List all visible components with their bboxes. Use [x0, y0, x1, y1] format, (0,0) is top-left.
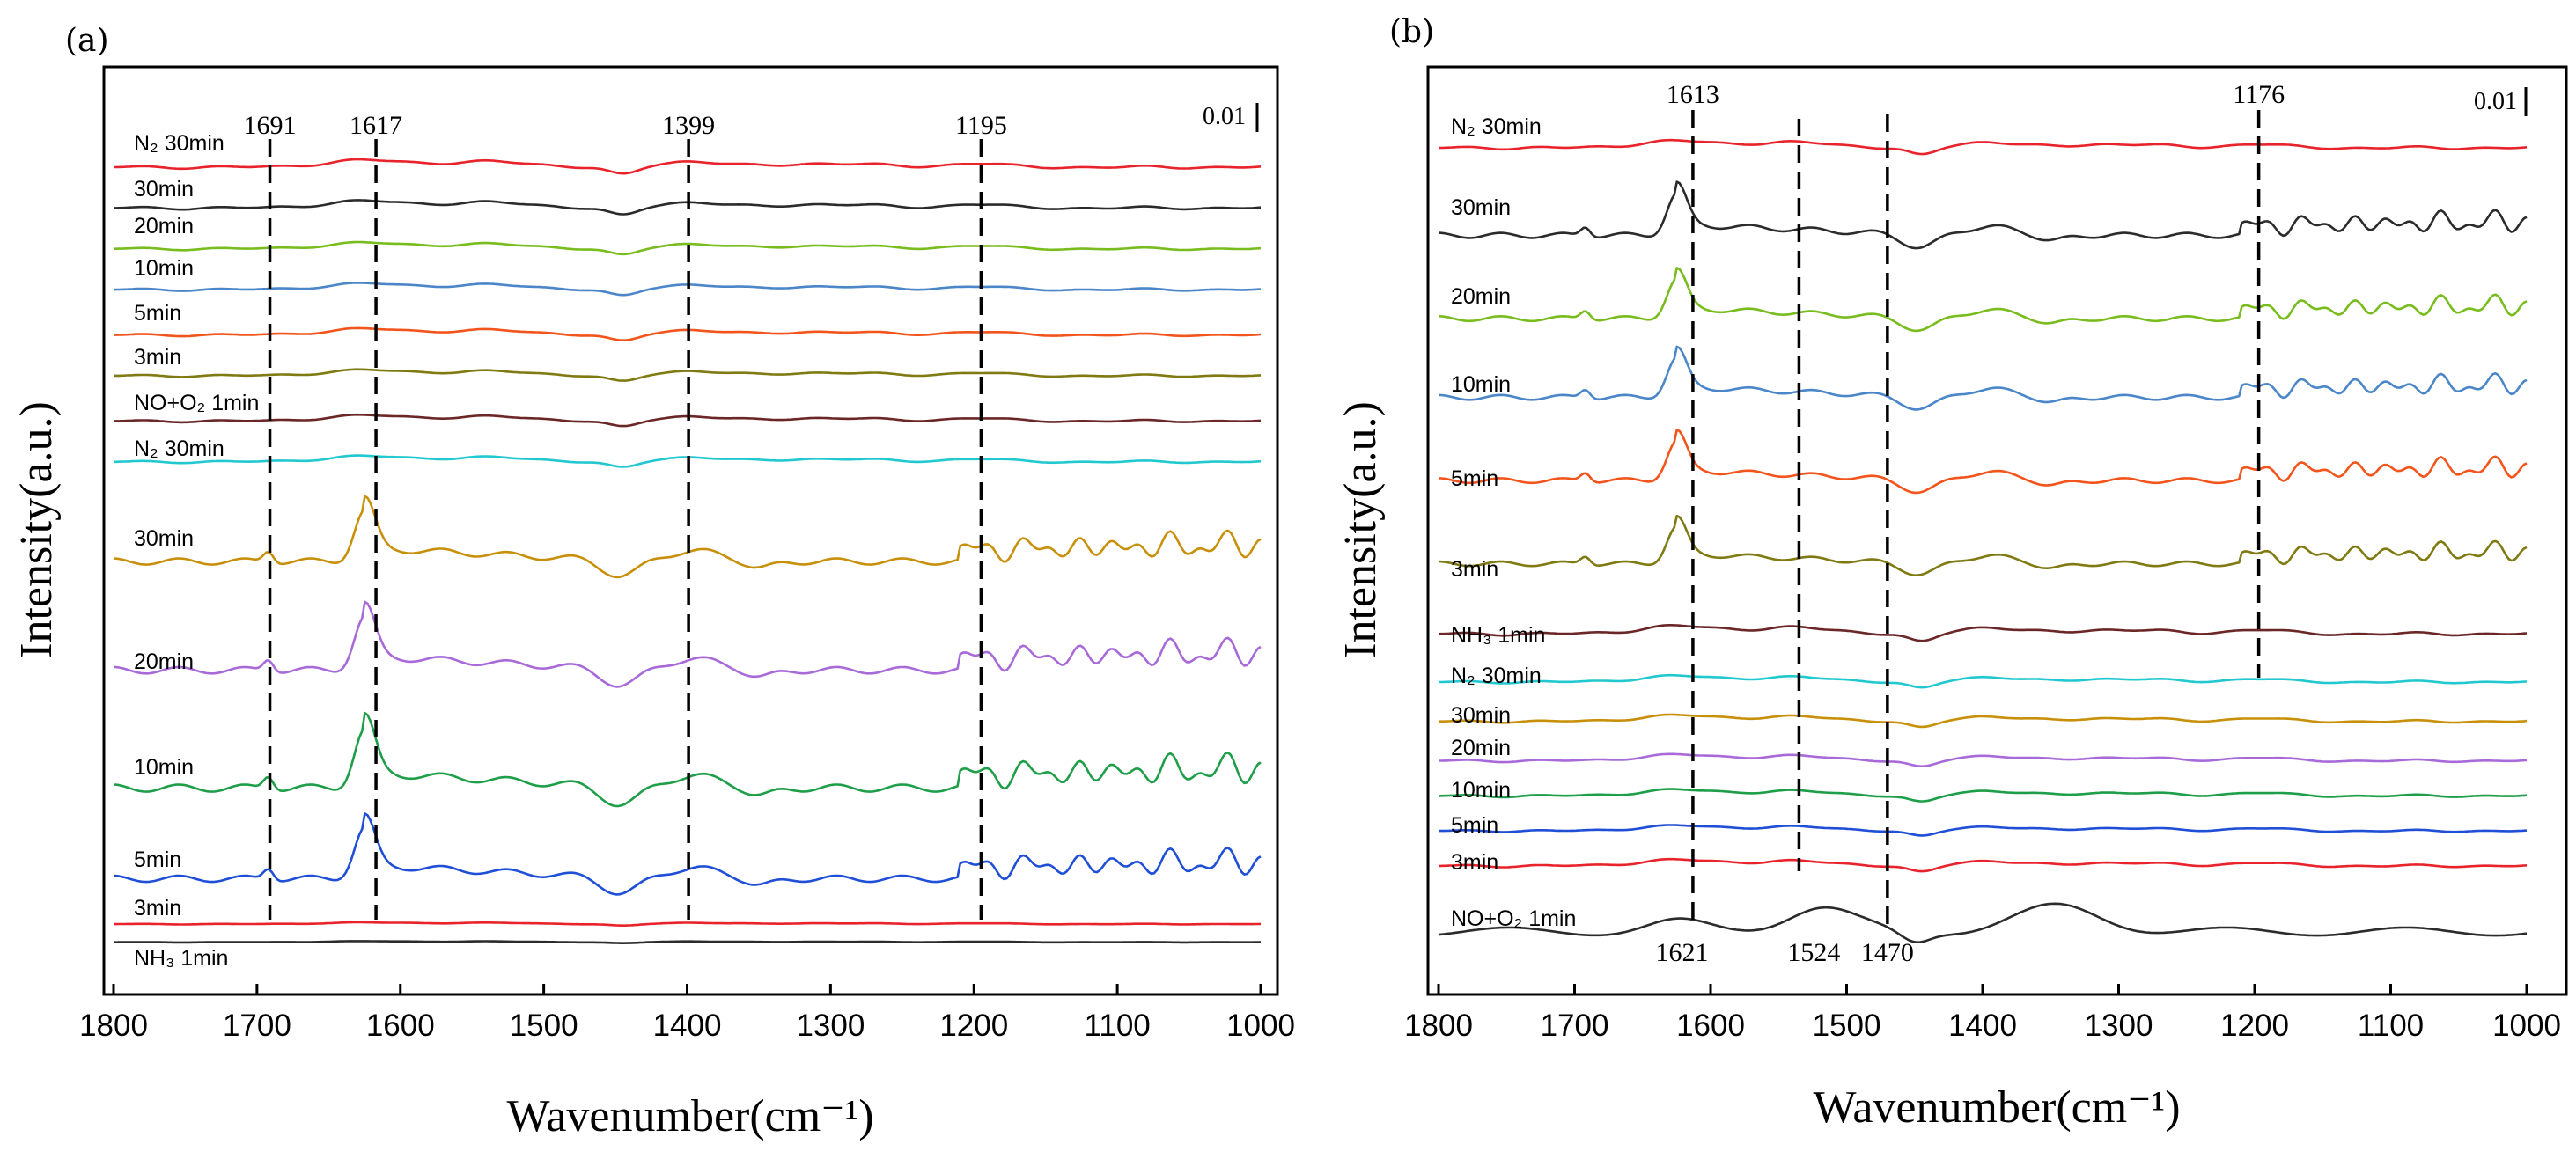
panel-b-series-label: NH₃ 1min [1451, 623, 1545, 648]
panel-b-series-label: 30min [1451, 195, 1511, 220]
panel-b-series-label: 30min [1451, 703, 1511, 728]
panel-a-series-label: N₂ 30min [134, 436, 224, 461]
panel-a-x-tick-label: 1300 [796, 1009, 865, 1043]
panel-a-x-tick-label: 1700 [223, 1009, 291, 1043]
panel-a-peak-label: 1617 [350, 111, 402, 140]
panel-b-series-line [1439, 788, 2528, 803]
panel-b-peak-label: 1613 [1667, 80, 1719, 109]
panel-a-x-tick-label: 1600 [366, 1009, 435, 1043]
panel-b-x-tick-label: 1000 [2492, 1009, 2561, 1043]
panel-b-x-tick-label: 1600 [1676, 1009, 1745, 1043]
panel-b-x-tick-label: 1400 [1948, 1009, 2017, 1043]
panel-b-series-label: 10min [1451, 778, 1511, 803]
panel-b-series-line [1439, 138, 2528, 156]
panel-a-x-tick-label: 1000 [1226, 1009, 1295, 1043]
panel-b-series-label: NO+O₂ 1min [1451, 906, 1576, 931]
panel-b-series-label: 5min [1451, 466, 1498, 491]
panel-a-series-label: 30min [134, 526, 194, 551]
panel-b-scale-label: 0.01 [2474, 88, 2517, 115]
panel-a-series-line [113, 600, 1262, 688]
panel-a-peak-label: 1399 [662, 111, 715, 140]
panel-a-plot-frame [102, 65, 1279, 996]
panel-b-x-tick-label: 1100 [2358, 1009, 2424, 1043]
panel-b-series-label: N₂ 30min [1451, 114, 1542, 139]
panel-a-x-tick-label: 1500 [510, 1009, 578, 1043]
panel-a-series-label: 5min [134, 847, 181, 872]
panel-b-series-line [1439, 857, 2528, 873]
panel-b-label: (b) [1389, 14, 1434, 50]
panel-b-x-tick-label: 1800 [1404, 1009, 1473, 1043]
panel-a-x-tick-label: 1400 [653, 1009, 722, 1043]
panel-a-series-label: 20min [134, 649, 194, 674]
panel-b-series-label: N₂ 30min [1451, 664, 1542, 688]
panel-b-peak-label: 1470 [1861, 938, 1914, 967]
panel-b: (b) Intensity(a.u.) Wavenumber(cm⁻¹) 0.0… [1336, 14, 2568, 1133]
panel-a-x-tick-label: 1100 [1084, 1009, 1150, 1043]
panel-a-series-label: 3min [134, 345, 181, 370]
panel-b-x-tick-label: 1500 [1813, 1009, 1881, 1043]
panel-b-series-line [1439, 624, 2528, 642]
panel-b-series-line [1438, 514, 2528, 576]
panel-a-x-tick-label: 1800 [79, 1009, 148, 1043]
panel-a-peak-label: 1691 [244, 111, 297, 140]
panel-a-series-line [114, 240, 1262, 256]
panel-b-x-tick-label: 1200 [2220, 1009, 2289, 1043]
panel-a: (a) Intensity(a.u.) Wavenumber(cm⁻¹) 0.0… [11, 23, 1295, 1141]
panel-a-series-label: N₂ 30min [134, 131, 224, 156]
panel-b-series-label: 20min [1451, 736, 1511, 760]
panel-a-scale-label: 0.01 [1203, 103, 1246, 130]
panel-b-series-line [1438, 180, 2528, 250]
panel-b-series-line [1439, 824, 2528, 837]
panel-b-series-line [1438, 429, 2528, 495]
panel-a-y-axis-title: Intensity(a.u.) [11, 401, 62, 658]
panel-a-series-label: 10min [134, 755, 194, 780]
panel-b-series-line [1439, 713, 2528, 729]
panel-b-series-line [1438, 345, 2528, 411]
panel-a-series-label: 10min [134, 256, 194, 281]
panel-b-x-axis-title: Wavenumber(cm⁻¹) [1813, 1082, 2180, 1133]
panel-a-series-label: NH₃ 1min [134, 946, 228, 971]
panel-b-x-tick-label: 1300 [2085, 1009, 2153, 1043]
panel-b-peak-label: 1176 [2233, 80, 2285, 109]
panel-b-series-line [1438, 902, 2528, 943]
panel-a-series-label: 30min [134, 177, 194, 202]
panel-b-series-label: 10min [1451, 372, 1511, 397]
panel-a-series-line [114, 940, 1261, 944]
panel-a-x-tick-label: 1200 [939, 1009, 1008, 1043]
panel-b-peak-label: 1621 [1656, 938, 1709, 967]
panel-a-peak-label: 1195 [955, 111, 1007, 140]
panel-a-label: (a) [65, 23, 109, 59]
panel-b-peak-label: 1524 [1787, 938, 1840, 967]
panel-a-x-axis-title: Wavenumber(cm⁻¹) [506, 1091, 873, 1141]
panel-b-series-line [1438, 267, 2528, 333]
panel-a-series-label: 5min [134, 301, 181, 326]
panel-b-series-label: 20min [1451, 284, 1511, 309]
panel-b-series-label: 3min [1451, 850, 1498, 875]
panel-a-series-line [114, 158, 1262, 175]
panel-a-series-line [114, 921, 1262, 927]
panel-b-series-line [1439, 752, 2528, 767]
panel-a-series-label: 3min [134, 896, 181, 921]
panel-a-series-label: 20min [134, 214, 194, 238]
panel-a-series-line [114, 368, 1262, 382]
panel-b-series-line [1439, 673, 2528, 689]
panel-a-series-label: NO+O₂ 1min [134, 391, 259, 415]
panel-a-series-line [113, 812, 1262, 896]
panel-b-series-label: 3min [1451, 557, 1498, 582]
panel-b-plot-frame [1426, 65, 2568, 996]
panel-b-x-tick-label: 1700 [1541, 1009, 1609, 1043]
panel-b-series-label: 5min [1451, 813, 1498, 838]
panel-b-y-axis-title: Intensity(a.u.) [1336, 401, 1386, 658]
